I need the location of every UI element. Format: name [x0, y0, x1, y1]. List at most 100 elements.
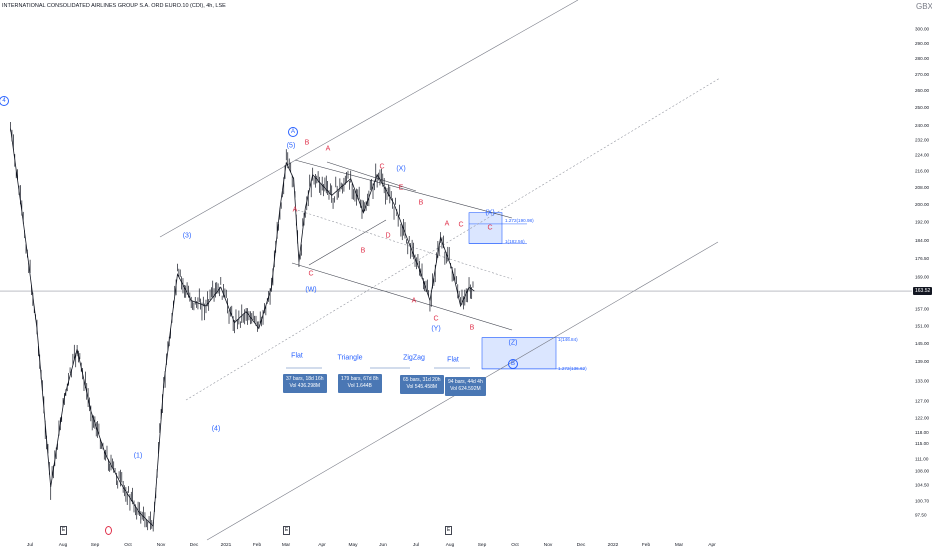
pattern-volume: Vol 545.458M [406, 384, 438, 391]
trend-line [308, 219, 387, 266]
pattern-name: Triangle [337, 354, 363, 362]
fib-level-label: 1(146.84) [558, 337, 578, 342]
wave-label: (Y) [431, 325, 441, 333]
earnings-event-icon[interactable]: E [445, 526, 452, 535]
subwave-label: C [458, 221, 464, 229]
chart-title: INTERNATIONAL CONSOLIDATED AIRLINES GROU… [2, 3, 226, 9]
time-tick: Feb [642, 542, 651, 548]
price-tick: 224.00 [915, 153, 929, 158]
pattern-volume: Vol 436.298M [289, 383, 321, 390]
time-tick: Nov [544, 542, 553, 548]
wave-label: (3) [182, 232, 192, 240]
pattern-volume: Vol 624.592M [450, 386, 481, 393]
pattern-stats-box: 37 bars, 18d 16h Vol 436.298M [283, 374, 327, 393]
price-tick: 145.00 [915, 341, 929, 346]
time-tick: Dec [577, 542, 586, 548]
fib-zone-upper [468, 212, 503, 244]
subwave-label: B [360, 247, 366, 255]
subwave-label: B [418, 199, 424, 207]
pattern-stats-box: 65 bars, 31d 20h Vol 545.458M [400, 375, 444, 394]
fib-level-label: 1.272(190.98) [505, 218, 534, 223]
price-tick: 127.00 [915, 398, 929, 403]
price-tick: 192.00 [915, 219, 929, 224]
time-tick: Aug [59, 542, 68, 548]
subwave-label: A [444, 220, 450, 228]
price-tick: 290.00 [915, 41, 929, 46]
price-tick: 270.00 [915, 72, 929, 77]
time-tick: May [348, 542, 358, 548]
price-tick: 216.00 [915, 168, 929, 173]
wave-label: (5) [286, 142, 296, 150]
price-tick: 260.00 [915, 88, 929, 93]
price-tick: 133.00 [915, 378, 929, 383]
time-tick: Mar [675, 542, 684, 548]
dividend-event-icon[interactable] [105, 526, 112, 535]
pattern-stats-box: 94 bars, 44d 4h Vol 624.592M [445, 377, 486, 396]
price-tick: 208.00 [915, 185, 929, 190]
price-tick: 300.00 [915, 26, 929, 31]
time-tick: 2021 [221, 542, 232, 548]
trend-line [294, 159, 513, 219]
subwave-label: C [433, 315, 439, 323]
currency-badge[interactable]: GBX [916, 2, 932, 11]
pattern-volume: Vol 1.644B [347, 383, 372, 390]
time-tick: Mar [282, 542, 291, 548]
pattern-bars: 65 bars, 31d 20h [403, 377, 441, 383]
price-tick: 108.00 [915, 468, 929, 473]
price-tick: 157.00 [915, 307, 929, 312]
time-tick: Feb [253, 542, 262, 548]
wave-label: (W) [305, 286, 317, 294]
time-tick: Aug [446, 542, 455, 548]
subwave-label: E [398, 184, 404, 192]
price-tick: 118.00 [915, 430, 929, 435]
wave-label-circled: 4 [0, 96, 9, 106]
price-tick: 232.00 [915, 138, 929, 143]
wave-label-circled: B [508, 359, 518, 369]
price-tick: 104.50 [915, 483, 929, 488]
time-tick: Oct [124, 542, 132, 548]
price-tick: 240.00 [915, 123, 929, 128]
subwave-label: A [411, 297, 417, 305]
trend-line [159, 0, 579, 238]
price-tick: 100.70 [915, 499, 929, 504]
pattern-bars: 179 bars, 67d 8h [341, 376, 379, 382]
price-tick: 184.00 [915, 238, 929, 243]
subwave-label: C [308, 270, 314, 278]
pattern-bars: 94 bars, 44d 4h [448, 379, 483, 385]
wave-label: (1) [133, 452, 143, 460]
subwave-label: C [487, 224, 493, 232]
subwave-label: A [292, 206, 298, 214]
pattern-bars: 37 bars, 18d 16h [286, 376, 324, 382]
subwave-label: A [325, 145, 331, 153]
price-tick: 280.00 [915, 56, 929, 61]
wave-label-circled: A [288, 127, 298, 137]
price-tick: 151.00 [915, 323, 929, 328]
time-tick: Dec [190, 542, 199, 548]
price-tick: 250.00 [915, 105, 929, 110]
price-tick: 200.00 [915, 202, 929, 207]
subwave-label: B [469, 324, 475, 332]
time-tick: Jul [413, 542, 419, 548]
wave-label: (Z) [508, 339, 518, 347]
price-series-line [10, 128, 475, 528]
time-tick: 2022 [608, 542, 619, 548]
time-tick: Apr [708, 542, 716, 548]
price-tick: 176.50 [915, 256, 929, 261]
wave-label: (X) [485, 209, 495, 217]
current-price-label: 163.52 [913, 287, 932, 295]
fib-level-label: 1(182.56) [505, 239, 525, 244]
subwave-label: C [379, 163, 385, 171]
trend-line [185, 77, 721, 401]
time-tick: Apr [318, 542, 326, 548]
pattern-name: ZigZag [403, 354, 425, 362]
earnings-event-icon[interactable]: E [60, 526, 67, 535]
fib-level-label: 1.272(136.62) [558, 366, 587, 371]
pattern-name: Flat [291, 352, 303, 360]
pattern-name: Flat [447, 356, 459, 364]
wave-label: (X) [396, 165, 406, 173]
earnings-event-icon[interactable]: E [283, 526, 290, 535]
time-tick: Jun [379, 542, 387, 548]
price-tick: 169.00 [915, 275, 929, 280]
